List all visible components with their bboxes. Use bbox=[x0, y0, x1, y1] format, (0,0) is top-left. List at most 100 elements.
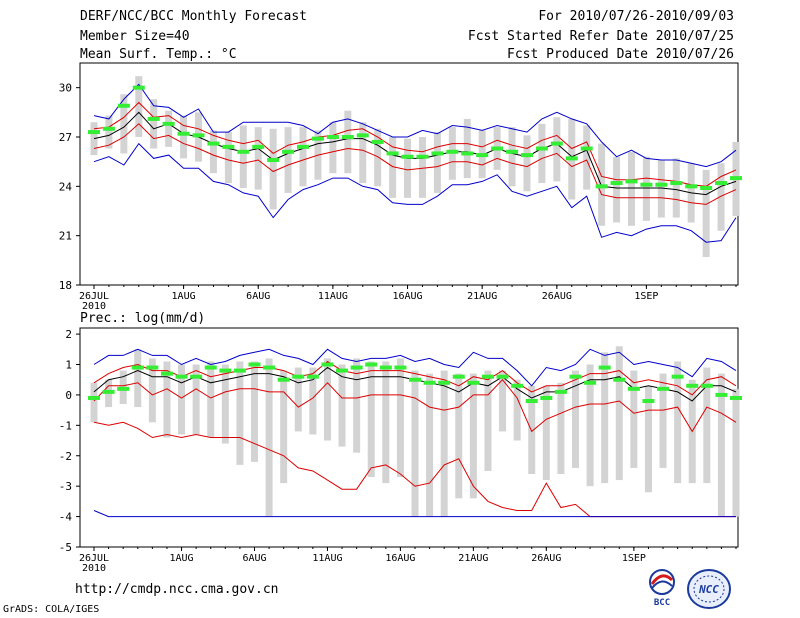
temp-median-marker bbox=[192, 133, 205, 138]
prec-median-marker bbox=[350, 365, 363, 370]
prec-median-marker bbox=[379, 365, 392, 370]
prec-spread-box bbox=[615, 346, 623, 481]
prec-spread-box bbox=[148, 358, 156, 423]
prec-median-marker bbox=[321, 362, 334, 367]
temp-spread-box bbox=[329, 122, 337, 174]
temp-median-marker bbox=[655, 182, 668, 187]
prec-median-marker bbox=[627, 386, 640, 391]
prec-ytick-label: 1 bbox=[65, 359, 72, 372]
prec-ytick-label: -5 bbox=[59, 541, 72, 554]
prec-xtick-label: 26JUL bbox=[79, 553, 109, 564]
prec-median-marker bbox=[102, 389, 115, 394]
temp-spread-box bbox=[404, 138, 412, 198]
temp-spread-box bbox=[165, 110, 173, 147]
temp-median-marker bbox=[700, 185, 713, 190]
source-url[interactable]: http://cmdp.ncc.cma.gov.cn bbox=[75, 582, 279, 597]
prec-spread-box bbox=[426, 373, 434, 517]
prec-median-marker bbox=[219, 368, 232, 373]
temp-spread-box bbox=[523, 135, 531, 192]
prec-spread-box bbox=[265, 358, 273, 517]
produced-date: Fcst Produced Date 2010/07/26 bbox=[507, 47, 734, 62]
temp-ytick-label: 21 bbox=[59, 230, 72, 243]
temp-median-marker bbox=[102, 126, 115, 131]
prec-spread-box bbox=[659, 373, 667, 468]
temp-median-marker bbox=[640, 182, 653, 187]
prec-spread-box bbox=[513, 379, 521, 441]
prec-spread-box bbox=[90, 382, 98, 423]
temp-median-marker bbox=[476, 153, 489, 158]
temp-xtick-label: 1AUG bbox=[172, 291, 196, 302]
temp-median-marker bbox=[461, 151, 474, 156]
temp-spread-box bbox=[150, 99, 158, 149]
prec-spread-box bbox=[207, 361, 215, 438]
prec-variable-label: Prec.: log(mm/d) bbox=[80, 311, 205, 326]
temp-ytick-label: 27 bbox=[59, 131, 72, 144]
temp-median-marker bbox=[371, 139, 384, 144]
chart-title: DERF/NCC/BCC Monthly Forecast bbox=[80, 9, 307, 24]
prec-spread-box bbox=[644, 385, 652, 493]
prec-spread-box bbox=[338, 364, 346, 447]
prec-spread-box bbox=[557, 382, 565, 474]
temp-median-marker bbox=[520, 153, 533, 158]
prec-xtick-label: 26AUG bbox=[531, 553, 561, 564]
temp-spread-box bbox=[224, 132, 232, 184]
prec-median-marker bbox=[117, 386, 130, 391]
temp-median-marker bbox=[311, 136, 324, 141]
temp-median-marker bbox=[446, 149, 459, 154]
temp-spread-box bbox=[672, 158, 680, 218]
temp-median-marker bbox=[401, 154, 414, 159]
prec-median-marker bbox=[263, 365, 276, 370]
prec-median-marker bbox=[190, 374, 203, 379]
prec-median-marker bbox=[657, 386, 670, 391]
temp-ytick-label: 18 bbox=[59, 279, 72, 292]
temp-median-marker bbox=[491, 146, 504, 151]
prec-spread-box bbox=[382, 361, 390, 484]
prec-median-marker bbox=[598, 365, 611, 370]
ncc-logo-text: NCC bbox=[698, 583, 719, 596]
temp-spread-box bbox=[553, 117, 561, 182]
prec-spread-box bbox=[221, 364, 229, 444]
prec-median-marker bbox=[730, 395, 742, 400]
temp-median-marker bbox=[177, 131, 190, 136]
temp-xtick-label: 21AUG bbox=[467, 291, 497, 302]
prec-median-marker bbox=[365, 362, 378, 367]
temp-spread-box bbox=[90, 122, 98, 156]
prec-upper-inner-line bbox=[93, 360, 737, 396]
prec-median-marker bbox=[481, 374, 494, 379]
temp-median-marker bbox=[670, 181, 683, 186]
prec-spread-box bbox=[703, 367, 711, 484]
prec-spread-box bbox=[134, 349, 142, 408]
temp-xtick-label: 26AUG bbox=[542, 291, 572, 302]
temp-spread-box bbox=[418, 137, 426, 198]
temp-spread-box bbox=[299, 127, 307, 187]
temp-spread-box bbox=[374, 128, 382, 187]
temp-median-marker bbox=[580, 146, 593, 151]
prec-median-marker bbox=[671, 374, 684, 379]
temp-spread-box bbox=[269, 128, 277, 210]
prec-median-marker bbox=[160, 371, 173, 376]
temp-ytick-label: 24 bbox=[59, 180, 73, 193]
temp-median-marker bbox=[282, 149, 295, 154]
prec-spread-box bbox=[542, 385, 550, 481]
prec-outer-floor-line bbox=[93, 510, 736, 518]
temp-spread-box bbox=[180, 115, 188, 159]
prec-spread-box bbox=[411, 370, 419, 517]
temp-xtick-label: 6AUG bbox=[246, 291, 270, 302]
ncc-logo-icon: NCC bbox=[687, 569, 731, 609]
temp-spread-box bbox=[254, 127, 262, 190]
prec-spread-box bbox=[280, 370, 288, 484]
prec-xtick-label: 11AUG bbox=[312, 553, 342, 564]
prec-spread-box bbox=[732, 388, 740, 517]
temp-xtick-label: 1SEP bbox=[634, 291, 658, 302]
temp-median-marker bbox=[685, 184, 698, 189]
refer-date: Fcst Started Refer Date 2010/07/25 bbox=[467, 29, 734, 44]
prec-ytick-label: -4 bbox=[59, 511, 73, 524]
prec-median-marker bbox=[336, 368, 349, 373]
temp-median-marker bbox=[117, 103, 130, 108]
prec-xtick-label: 21AUG bbox=[458, 553, 488, 564]
prec-median-marker bbox=[569, 374, 582, 379]
temp-spread-box bbox=[613, 156, 621, 223]
prec-median-marker bbox=[248, 362, 261, 367]
prec-frame bbox=[79, 327, 739, 548]
temp-median-marker bbox=[297, 144, 310, 149]
